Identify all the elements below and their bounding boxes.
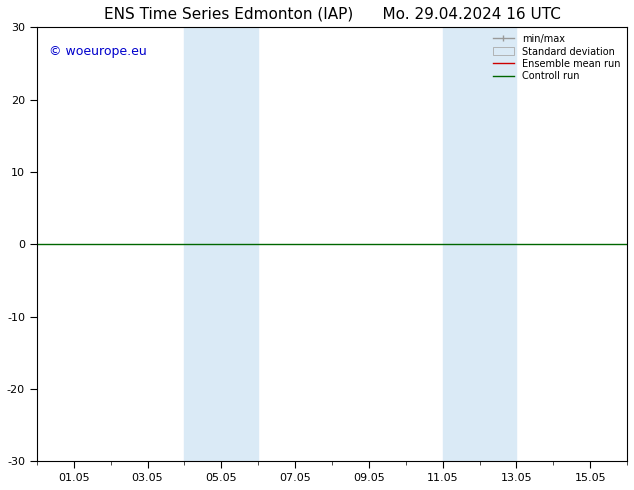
Text: © woeurope.eu: © woeurope.eu [49,45,146,58]
Bar [184,27,258,461]
Legend: min/max, Standard deviation, Ensemble mean run, Controll run: min/max, Standard deviation, Ensemble me… [491,32,622,83]
Bar [443,27,517,461]
Title: ENS Time Series Edmonton (IAP)      Mo. 29.04.2024 16 UTC: ENS Time Series Edmonton (IAP) Mo. 29.04… [103,7,560,22]
